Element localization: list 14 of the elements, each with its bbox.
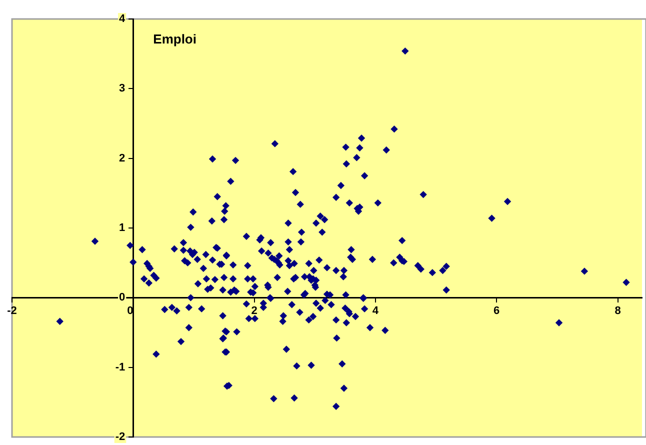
y-tick-label: 2	[119, 152, 126, 164]
y-tick-label: 3	[119, 82, 126, 95]
text: Emploi	[153, 32, 196, 47]
y-tick-label: -1	[115, 361, 126, 374]
y-tick-label: -2	[115, 431, 126, 444]
y-tick-label: 4	[119, 13, 126, 26]
x-tick-label: 8	[614, 305, 621, 318]
x-tick-label: -2	[7, 305, 17, 318]
x-tick-label: 2	[251, 305, 258, 318]
y-tick-label: 1	[119, 222, 126, 234]
x-tick-label: 6	[494, 305, 500, 318]
y-tick-label: 0	[119, 292, 126, 304]
x-tick-label: 0	[127, 305, 134, 318]
x-tick-label: 4	[372, 305, 380, 318]
